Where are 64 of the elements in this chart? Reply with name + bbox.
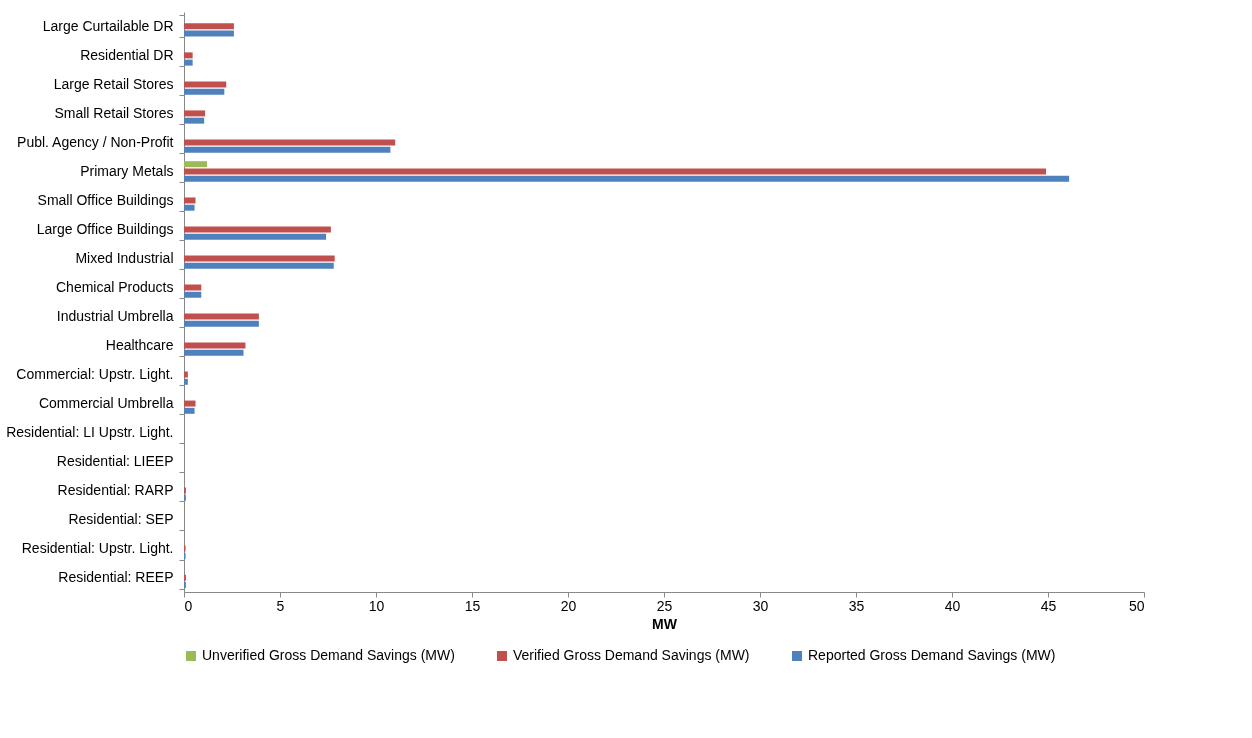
bar	[184, 233, 327, 240]
x-tick-label: 10	[368, 597, 385, 614]
y-tick-label: Residential DR	[80, 46, 174, 63]
y-tick-label: Healthcare	[105, 337, 174, 354]
bar	[184, 88, 225, 95]
y-tick-label: Industrial Umbrella	[56, 308, 174, 325]
bar	[184, 255, 335, 262]
bar	[184, 23, 234, 30]
x-tick-label: 50	[1128, 597, 1145, 614]
y-tick-label: Small Retail Stores	[54, 104, 174, 121]
y-tick-label: Residential: SEP	[68, 511, 174, 528]
x-axis-title: MW	[652, 615, 678, 632]
bar	[184, 161, 208, 168]
x-tick-label: 30	[752, 597, 769, 614]
y-tick-label: Residential: RARP	[57, 482, 174, 499]
bar	[184, 349, 244, 356]
bar	[184, 291, 202, 298]
bar	[184, 284, 202, 291]
y-tick-label: Commercial: Upstr. Light.	[16, 366, 174, 383]
x-tick-label: 0	[184, 597, 193, 614]
x-tick-label: 40	[944, 597, 961, 614]
y-tick-label: Residential: LIEEP	[56, 453, 174, 470]
bar	[184, 146, 391, 153]
x-tick-label: 45	[1040, 597, 1057, 614]
legend-label: Unverified Gross Demand Savings (MW)	[202, 647, 455, 663]
legend-label: Reported Gross Demand Savings (MW)	[808, 647, 1056, 663]
bar	[184, 52, 193, 59]
x-tick-label: 35	[848, 597, 865, 614]
x-tick-label: 25	[656, 597, 673, 614]
bar	[184, 175, 1070, 182]
bar	[184, 320, 259, 327]
legend-label: Verified Gross Demand Savings (MW)	[513, 647, 750, 663]
y-tick-label: Large Office Buildings	[36, 220, 174, 237]
bar	[184, 371, 188, 378]
bar	[184, 59, 193, 66]
x-tick-label: 15	[464, 597, 481, 614]
bar	[184, 81, 227, 88]
bar	[184, 30, 234, 37]
y-tick-label: Residential: LI Upstr. Light.	[6, 424, 174, 441]
bar	[184, 204, 195, 211]
bar	[184, 313, 259, 320]
y-tick-label: Large Curtailable DR	[42, 17, 174, 34]
y-tick-label: Large Retail Stores	[53, 75, 174, 92]
y-tick-label: Publ. Agency / Non-Profit	[17, 133, 174, 150]
y-tick-label: Commercial Umbrella	[38, 395, 174, 412]
bar	[184, 226, 331, 233]
bar	[184, 400, 196, 407]
x-tick-label: 20	[560, 597, 577, 614]
y-tick-label: Residential: REEP	[58, 569, 174, 586]
bar	[184, 342, 246, 349]
bar	[184, 117, 205, 124]
bar	[184, 407, 195, 414]
bar	[184, 110, 206, 117]
y-tick-label: Chemical Products	[56, 278, 174, 295]
bar	[184, 139, 396, 146]
bar	[184, 197, 196, 204]
bar	[184, 262, 334, 269]
bar	[184, 168, 1047, 175]
y-tick-label: Residential: Upstr. Light.	[21, 540, 174, 557]
y-tick-label: Small Office Buildings	[37, 191, 174, 208]
y-tick-label: Mixed Industrial	[75, 249, 174, 266]
bar	[184, 378, 188, 385]
x-tick-label: 5	[276, 597, 285, 614]
y-tick-label: Primary Metals	[80, 162, 174, 179]
